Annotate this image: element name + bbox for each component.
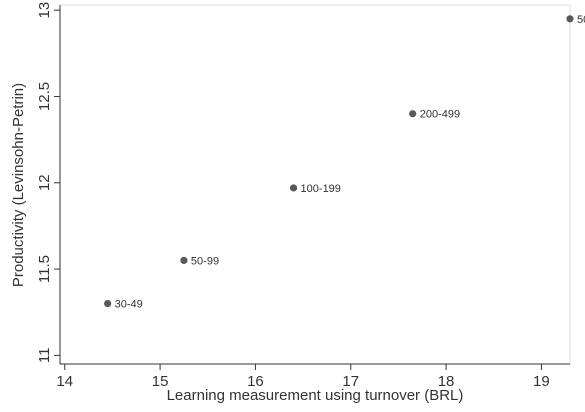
y-axis-title: Productivity (Levinsohn-Petrin) xyxy=(10,83,27,287)
y-tick-label: 12 xyxy=(36,174,53,191)
point-label: 30-49 xyxy=(115,299,143,311)
data-point xyxy=(180,256,188,265)
y-axis-ticks: 11 11.5 12 12.5 13 xyxy=(36,2,60,363)
point-label: 100-199 xyxy=(301,183,341,195)
x-axis-ticks: 14 15 16 17 18 19 xyxy=(56,364,550,390)
y-tick-label: 11.5 xyxy=(36,255,53,283)
data-point xyxy=(409,110,417,118)
data-points: 30-49 50-99 100-199 200-499 500+ xyxy=(104,14,585,311)
y-tick-label: 11 xyxy=(36,348,53,364)
x-tick-label: 17 xyxy=(342,373,359,390)
point-label: 200-499 xyxy=(420,109,460,121)
plot-area xyxy=(59,4,571,365)
point-label: 50-99 xyxy=(191,255,219,267)
x-tick-label: 19 xyxy=(533,373,550,390)
x-tick-label: 14 xyxy=(56,373,73,390)
y-tick-label: 12.5 xyxy=(36,82,53,111)
x-tick-label: 16 xyxy=(247,373,264,390)
data-point xyxy=(104,299,112,308)
x-tick-label: 18 xyxy=(438,373,455,390)
x-axis-title: Learning measurement using turnover (BRL… xyxy=(167,387,464,404)
data-point xyxy=(289,184,298,192)
point-label: 500+ xyxy=(577,14,585,26)
x-tick-label: 15 xyxy=(152,373,169,390)
y-tick-label: 13 xyxy=(36,2,53,19)
data-point xyxy=(566,15,574,23)
